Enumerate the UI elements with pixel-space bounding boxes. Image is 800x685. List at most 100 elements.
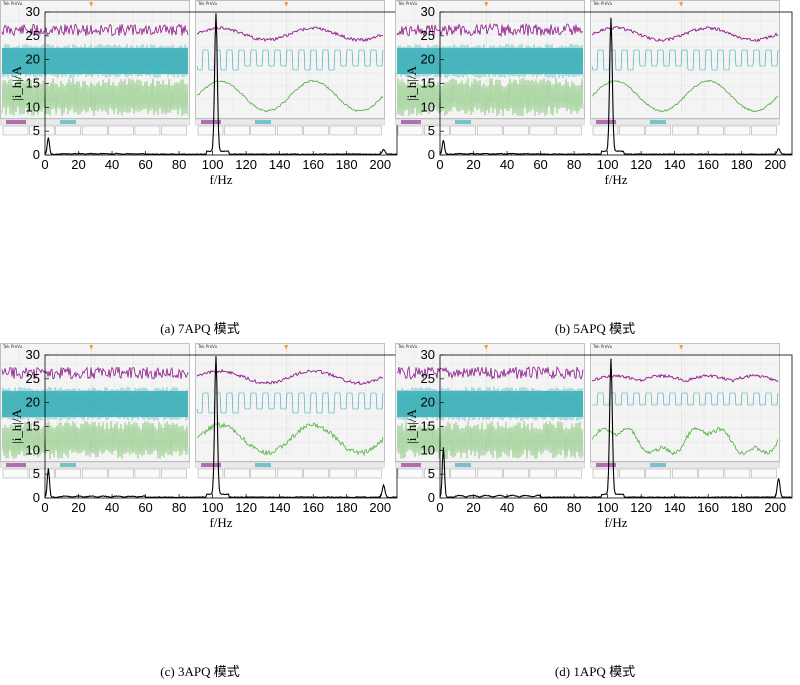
scope-menu-button [424,468,450,479]
y-axis-label: |i_h|/A [9,408,24,443]
scope-menu-button [55,125,81,136]
scope-menu-button [329,125,356,136]
harmonic-spectrum-chart: 0 5 10 15 20 25 30 0 20 40 60 80 100 120 140 160 180 200 f… [9,347,398,530]
x-tick-label: 140 [664,157,686,172]
x-tick-label: 0 [436,500,443,515]
x-axis-label: f/Hz [604,515,627,530]
scope-menu-button [2,125,29,136]
x-tick-label: 100 [597,500,619,515]
scope-menu-button [751,468,777,479]
scope-menu-button [161,468,187,479]
trigger-marker [484,345,489,350]
scope-status-chip [401,463,421,467]
x-tick-label: 80 [172,157,186,172]
x-tick-label: 0 [436,157,443,172]
x-tick-label: 180 [731,157,753,172]
scope-menu-button [592,468,619,479]
scope-status-chip [255,463,271,467]
ch3-trace [396,421,584,459]
panel-c: Tek PreVu Tek PreVu 0 5 10 15 20 25 30 0 20 40 60 80… [0,343,400,685]
y-tick-label: 10 [26,442,40,457]
scope-status-chip [596,463,616,467]
panel-d: Tek PreVu Tek PreVu 0 5 10 15 20 25 30 0 20 40 60 80… [395,343,795,685]
x-tick-label: 120 [630,157,652,172]
ch1-trace [196,368,384,386]
x-tick-label: 100 [202,500,224,515]
ch3-trace [396,78,584,116]
x-tick-label: 40 [500,157,514,172]
scope-menu-button [303,468,329,479]
scope-menu-button [81,468,108,479]
scope-menu-button [329,468,356,479]
trigger-marker [89,2,94,7]
scope-header: Tek PreVu [397,1,418,6]
x-tick-label: 180 [336,157,358,172]
y-tick-label: 30 [421,347,435,362]
scope-menu-button [724,125,751,136]
y-tick-label: 20 [421,52,435,67]
scope-status-chip [255,120,271,124]
x-tick-label: 20 [71,500,85,515]
x-tick-label: 180 [731,500,753,515]
scope-menu-button [108,468,134,479]
y-tick-label: 5 [428,123,435,138]
scope-status-chip [650,463,666,467]
scope-menu-button [450,468,476,479]
scope-menu-button [556,125,582,136]
scope-menu-button [592,125,619,136]
y-axis-label: |i_h|/A [9,65,24,100]
scope-status-bar [590,461,780,469]
panel-caption: (d) 1APQ 模式 [554,664,636,679]
scope-menu-button [303,125,329,136]
harmonic-spectrum-chart: 0 5 10 15 20 25 30 0 20 40 60 80 100 120 140 160 180 200 f… [9,4,398,187]
ch2-trace [196,49,384,71]
x-tick-label: 60 [138,157,152,172]
ch2-trace [396,43,584,78]
x-tick-label: 20 [71,157,85,172]
x-tick-label: 120 [235,157,257,172]
oscilloscope-screenshot: Tek PreVu Tek PreVu [0,343,385,479]
scope-header: Tek PreVu [197,344,218,349]
trigger-marker [679,2,684,7]
x-tick-label: 180 [336,500,358,515]
y-tick-label: 0 [428,490,435,505]
y-tick-label: 25 [26,371,40,386]
x-tick-label: 160 [302,500,324,515]
ch2-band [397,48,583,74]
x-tick-label: 120 [235,500,257,515]
x-tick-label: 100 [597,157,619,172]
scope-menu-button [698,125,724,136]
y-tick-label: 10 [26,99,40,114]
x-tick-label: 200 [764,500,786,515]
scope-header: Tek PreVu [2,344,23,349]
x-tick-label: 160 [302,157,324,172]
y-tick-label: 15 [421,76,435,91]
spectrum-line [439,17,793,156]
scope-menu-button [81,125,108,136]
scope-menu-button [276,468,303,479]
scope-menu-button [724,468,751,479]
panel-caption: (b) 5APQ 模式 [554,321,636,336]
y-tick-label: 30 [26,4,40,19]
scope-status-chip [455,463,471,467]
y-tick-label: 15 [421,419,435,434]
ch2-trace [196,392,384,414]
scope-menu-button [250,125,276,136]
scope-menu-button [197,125,224,136]
scope-menu-button [197,468,224,479]
trigger-marker [284,345,289,350]
x-tick-label: 80 [172,500,186,515]
x-tick-label: 60 [138,500,152,515]
scope-menu-button [161,125,187,136]
scope-header: Tek PreVu [2,1,23,6]
y-tick-label: 25 [421,28,435,43]
spectrum-line [439,358,793,499]
ch1-trace [396,22,584,38]
scope-menu-button [751,125,777,136]
scope-menu-button [529,125,556,136]
y-tick-label: 20 [26,52,40,67]
ch2-trace [1,44,189,78]
y-tick-label: 5 [33,466,40,481]
x-tick-label: 160 [697,157,719,172]
scope-header: Tek PreVu [197,1,218,6]
